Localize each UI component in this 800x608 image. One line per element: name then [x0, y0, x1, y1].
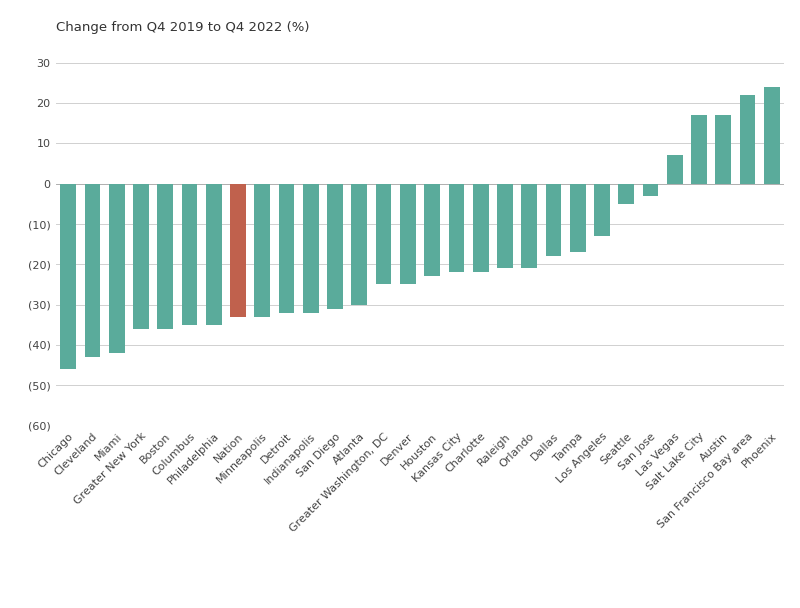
Bar — [618, 184, 634, 204]
Bar — [351, 184, 367, 305]
Bar — [764, 87, 780, 184]
Bar — [303, 184, 318, 313]
Bar — [109, 184, 125, 353]
Bar — [327, 184, 343, 309]
Bar — [522, 184, 537, 268]
Bar — [715, 115, 731, 184]
Bar — [158, 184, 173, 329]
Bar — [570, 184, 586, 252]
Bar — [740, 95, 755, 184]
Bar — [60, 184, 76, 369]
Bar — [497, 184, 513, 268]
Bar — [449, 184, 464, 272]
Bar — [546, 184, 562, 256]
Bar — [691, 115, 707, 184]
Bar — [278, 184, 294, 313]
Bar — [400, 184, 416, 285]
Bar — [230, 184, 246, 317]
Bar — [206, 184, 222, 325]
Bar — [85, 184, 100, 357]
Bar — [424, 184, 440, 277]
Bar — [133, 184, 149, 329]
Bar — [594, 184, 610, 236]
Bar — [642, 184, 658, 196]
Bar — [182, 184, 198, 325]
Bar — [473, 184, 489, 272]
Text: Change from Q4 2019 to Q4 2022 (%): Change from Q4 2019 to Q4 2022 (%) — [56, 21, 310, 35]
Bar — [254, 184, 270, 317]
Bar — [376, 184, 391, 285]
Bar — [667, 156, 682, 184]
